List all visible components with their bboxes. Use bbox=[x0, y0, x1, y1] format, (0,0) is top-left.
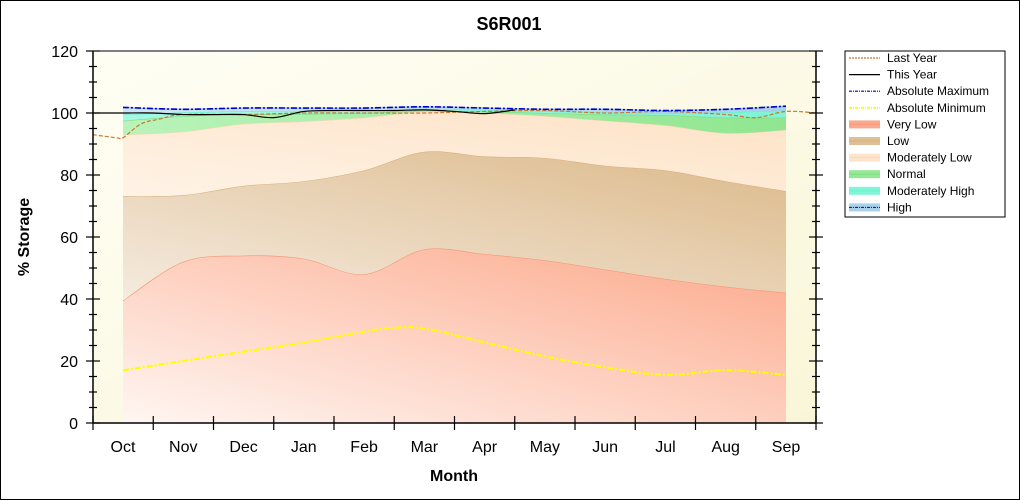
x-tick-label: Jan bbox=[291, 439, 317, 456]
line-absolute-minimum bbox=[122, 325, 787, 377]
legend-label-absolute-maximum: Absolute Maximum bbox=[887, 84, 989, 98]
band-edge-high bbox=[122, 105, 787, 112]
y-tick-label: 40 bbox=[60, 292, 78, 309]
line-this-year bbox=[92, 109, 515, 119]
legend-label-moderately-low: Moderately Low bbox=[887, 151, 972, 165]
legend-label-last-year: Last Year bbox=[887, 51, 937, 65]
y-tick-label: 80 bbox=[60, 168, 78, 185]
y-tick-label: 100 bbox=[51, 106, 78, 123]
series-group bbox=[92, 105, 817, 377]
band-moderately-high bbox=[123, 109, 786, 121]
band-moderately-low bbox=[123, 111, 786, 197]
legend-swatch-high bbox=[849, 203, 880, 212]
x-axis-label: Month bbox=[430, 468, 478, 485]
legend-label-very-low: Very Low bbox=[887, 117, 937, 131]
band-edge-low bbox=[122, 150, 787, 197]
x-tick-label: Mar bbox=[411, 439, 439, 456]
x-tick-label: Oct bbox=[111, 439, 136, 456]
y-tick-label: 20 bbox=[60, 354, 78, 371]
x-tick-label: Feb bbox=[350, 439, 378, 456]
x-tick-label: May bbox=[530, 439, 560, 456]
x-tick-label: Jul bbox=[655, 439, 675, 456]
band-low bbox=[123, 151, 786, 301]
legend: Last Year This Year Absolute Maximum Absolu… bbox=[844, 50, 1006, 218]
x-tick-label: Sep bbox=[772, 439, 801, 456]
legend-label-high: High bbox=[887, 200, 912, 214]
band-very-low bbox=[123, 248, 786, 423]
y-tick-label: 120 bbox=[51, 44, 78, 61]
x-tick-label: Aug bbox=[711, 439, 739, 456]
x-ticks: Oct Nov Dec Jan Feb Mar Apr May Jun Jul Aug Sep bbox=[92, 416, 817, 456]
x-tick-label: Nov bbox=[169, 439, 197, 456]
y-ticks: 0 20 40 60 80 100 120 bbox=[51, 44, 823, 433]
y-tick-label: 0 bbox=[69, 416, 78, 433]
legend-label-absolute-minimum: Absolute Minimum bbox=[887, 101, 986, 115]
band-group bbox=[122, 105, 787, 423]
chart-title: S6R001 bbox=[476, 14, 541, 34]
band-normal bbox=[123, 110, 786, 135]
legend-label-moderately-high: Moderately High bbox=[887, 184, 974, 198]
x-tick-label: Apr bbox=[472, 439, 498, 456]
legend-label-low: Low bbox=[887, 134, 909, 148]
y-tick-label: 60 bbox=[60, 230, 78, 247]
legend-label-this-year: This Year bbox=[887, 68, 937, 82]
x-tick-label: Dec bbox=[229, 439, 257, 456]
line-last-year bbox=[92, 109, 817, 140]
y-axis-label: % Storage bbox=[16, 198, 33, 276]
legend-label-normal: Normal bbox=[887, 167, 926, 181]
x-tick-label: Jun bbox=[592, 439, 618, 456]
